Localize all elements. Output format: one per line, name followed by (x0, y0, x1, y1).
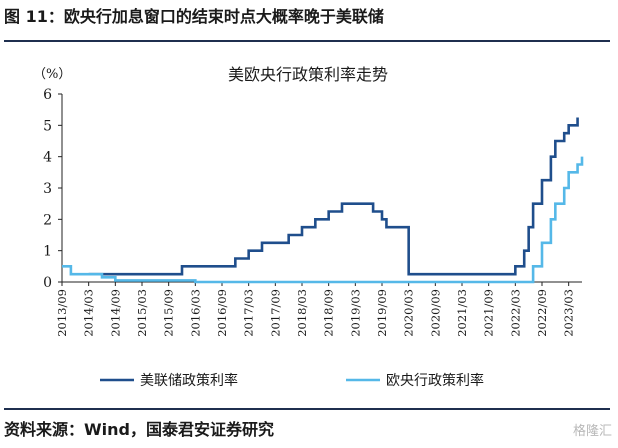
series-layer (62, 117, 584, 284)
y-tick-label: 4 (43, 150, 52, 166)
x-tick-label: 2014/09 (108, 289, 122, 337)
x-tick-label: 2015/09 (162, 289, 176, 337)
x-tick-label: 2016/09 (215, 289, 229, 337)
x-tick-label: 2019/03 (348, 289, 362, 337)
figure-title: 图 11：欧央行加息窗口的结束时点大概率晚于美联储 (4, 7, 384, 26)
x-tick-label: 2021/09 (482, 289, 496, 337)
y-tick-label: 2 (43, 212, 52, 228)
watermark: 格隆汇 (572, 424, 612, 439)
legend-label-1: 美联储政策利率 (140, 372, 238, 389)
x-tick-label: 2013/09 (55, 289, 69, 337)
y-unit-label: （%） (33, 67, 71, 82)
policy-rate-chart: 美欧央行政策利率走势 （%） 0 1 2 3 4 5 6 2013/09 2014/03 2014… (33, 65, 584, 389)
x-tick-label: 2015/03 (135, 289, 149, 337)
axes: 0 1 2 3 4 5 6 2013/09 2014/03 2014/09 2015/03 2015/… (43, 87, 582, 337)
source-note: 资料来源：Wind，国泰君安证券研究 (4, 420, 274, 439)
x-tick-label: 2018/09 (322, 289, 336, 337)
x-tick-label: 2016/03 (188, 289, 202, 337)
y-tick-label: 1 (43, 244, 52, 260)
x-tick-label: 2020/09 (428, 289, 442, 337)
x-tick-label: 2014/03 (82, 289, 96, 337)
series-line-2 (62, 156, 584, 284)
x-tick-label: 2019/09 (375, 289, 389, 337)
x-tick-label: 2021/03 (455, 289, 469, 337)
chart-title: 美欧央行政策利率走势 (228, 65, 388, 84)
x-tick-label: 2022/03 (508, 289, 522, 337)
x-tick-label: 2020/03 (402, 289, 416, 337)
y-tick-label: 0 (43, 275, 52, 291)
legend-label-2: 欧央行政策利率 (386, 372, 484, 389)
x-tick-label: 2017/03 (242, 289, 256, 337)
x-tick-label: 2022/09 (535, 289, 549, 337)
x-tick-label: 2023/03 (562, 289, 576, 337)
bottom-rule (4, 408, 610, 410)
top-rule (4, 40, 610, 42)
x-tick-label: 2018/03 (295, 289, 309, 337)
x-tick-label: 2017/09 (268, 289, 282, 337)
y-tick-label: 6 (43, 87, 52, 103)
series-line-1 (88, 117, 579, 276)
y-tick-label: 5 (43, 118, 52, 134)
legend: 美联储政策利率 欧央行政策利率 (100, 372, 484, 389)
y-tick-label: 3 (43, 181, 52, 197)
